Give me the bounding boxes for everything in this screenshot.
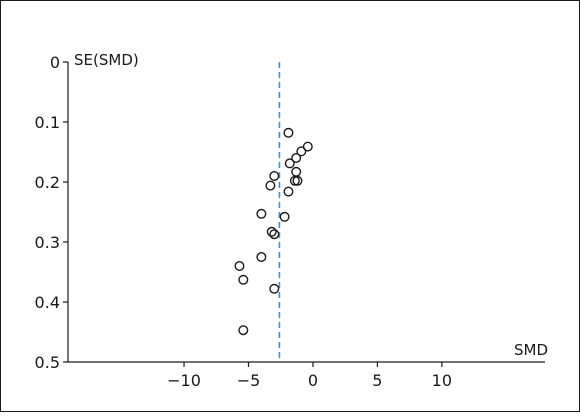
- study-point: [289, 175, 300, 186]
- x-tick-label: −10: [167, 371, 201, 390]
- study-point: [291, 152, 302, 163]
- study-point: [256, 208, 267, 219]
- study-point: [292, 175, 303, 186]
- y-ticks: 0 0.1 0.2 0.3 0.4 0.5: [35, 53, 68, 372]
- axes: [67, 62, 545, 363]
- study-point: [279, 211, 290, 222]
- y-tick-label: 0.3: [35, 233, 60, 252]
- y-axis-label: SE(SMD): [74, 51, 139, 69]
- study-point: [269, 170, 280, 181]
- study-point: [296, 146, 307, 157]
- study-point: [238, 274, 249, 285]
- x-ticks: −10 −5 0 5 10: [167, 362, 452, 390]
- study-point: [266, 226, 277, 237]
- y-tick-label: 0.1: [35, 113, 60, 132]
- y-tick-label: 0.4: [35, 293, 60, 312]
- x-tick-label: −5: [237, 371, 261, 390]
- x-axis-label: SMD: [514, 341, 548, 359]
- study-point: [256, 251, 267, 262]
- x-tick-label: 5: [372, 371, 382, 390]
- study-point: [284, 158, 295, 169]
- study-point: [269, 283, 280, 294]
- y-tick-label: 0.5: [35, 353, 60, 372]
- study-point: [265, 180, 276, 191]
- y-tick-label: 0: [50, 53, 60, 72]
- study-point: [234, 261, 245, 272]
- study-point: [269, 229, 280, 240]
- study-point: [283, 127, 294, 138]
- y-tick-label: 0.2: [35, 173, 60, 192]
- x-tick-label: 10: [432, 371, 452, 390]
- study-points: [234, 127, 313, 336]
- x-tick-label: 0: [308, 371, 318, 390]
- study-point: [238, 325, 249, 336]
- study-point: [302, 141, 313, 152]
- study-point: [283, 186, 294, 197]
